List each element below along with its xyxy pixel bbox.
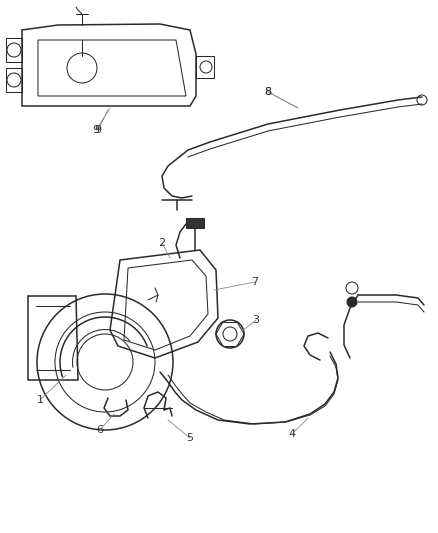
Text: 5: 5 — [186, 433, 193, 443]
Text: 9: 9 — [92, 125, 99, 135]
Circle shape — [346, 297, 356, 307]
Text: 8: 8 — [264, 87, 271, 97]
Text: 2: 2 — [158, 238, 165, 248]
Text: 8: 8 — [264, 87, 271, 97]
Text: 9: 9 — [94, 125, 101, 135]
Text: 7: 7 — [251, 277, 258, 287]
Polygon shape — [186, 218, 204, 228]
Text: 6: 6 — [96, 425, 103, 435]
Text: 1: 1 — [36, 395, 43, 405]
Text: 4: 4 — [288, 429, 295, 439]
Text: 3: 3 — [252, 315, 259, 325]
